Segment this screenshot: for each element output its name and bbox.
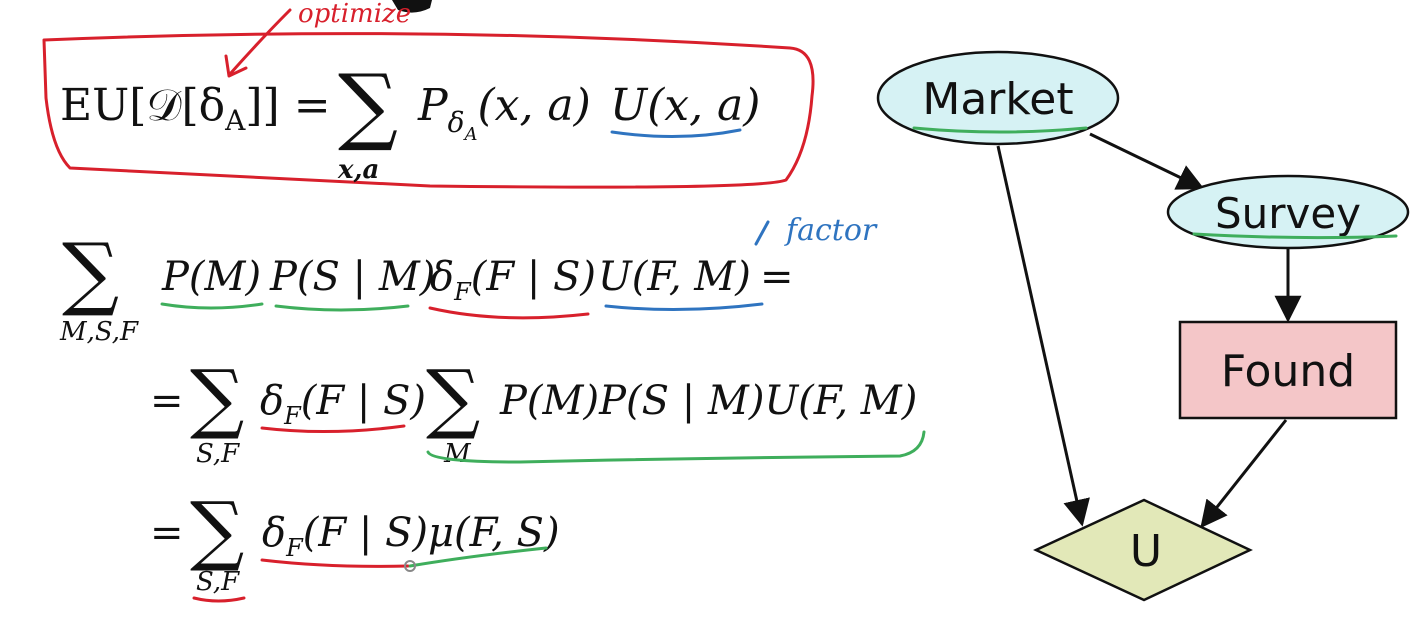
line1-term-u: U(F, M): [598, 254, 751, 300]
line1-sum-index: M,S,F: [59, 317, 139, 347]
line2-sum2-symbol: ∑: [426, 353, 480, 442]
line3-sum-symbol: ∑: [190, 485, 244, 574]
line2-delta-underline: [260, 424, 406, 434]
pen-cursor-icon: [404, 560, 416, 572]
factor-label: factor: [784, 213, 878, 248]
line3-delta-underline: [260, 558, 410, 568]
influence-diagram: Market Survey Found U: [876, 50, 1410, 602]
cropped-title-glyph: [392, 0, 432, 13]
eu-sum-index: x,a: [337, 155, 379, 185]
line3-index-underline: [192, 596, 246, 603]
optimize-arrow-icon: [228, 8, 292, 76]
line3-sum-index: S,F: [196, 567, 240, 597]
line2-sum1-index: S,F: [196, 439, 240, 469]
eu-lhs: EU[𝒟[δA]] =: [60, 80, 331, 137]
line3-equals: =: [150, 510, 184, 556]
edge-market-utility: [996, 145, 1090, 527]
edge-market-survey: [1089, 132, 1205, 190]
eu-prob-term: PδA(x, a): [417, 80, 591, 145]
edge-found-utility: [1200, 419, 1288, 529]
line2-equals: =: [150, 378, 184, 424]
node-market-label: Market: [922, 74, 1073, 125]
line2-sum1-symbol: ∑: [190, 353, 244, 442]
factor-annotation: factor: [754, 213, 878, 248]
line1-pm-underline: [160, 302, 264, 310]
line2-sum-bracket: [426, 430, 926, 464]
line2-term-delta: δF(F | S): [260, 378, 426, 430]
line1-term-psm: P(S | M): [269, 254, 435, 300]
line3-term-delta: δF(F | S): [262, 510, 428, 562]
eu-utility-term: U(x, a): [610, 80, 760, 131]
derivation-line-3: = ∑ S,F δF(F | S) μ(F, S): [150, 485, 560, 603]
line1-psm-underline: [274, 304, 410, 312]
optimize-annotation: optimize: [224, 0, 411, 78]
eu-equation-box: [42, 32, 815, 189]
line2-sum2-index: M: [443, 439, 472, 469]
eu-utility-underline: [610, 128, 742, 139]
optimize-label: optimize: [298, 0, 411, 29]
line2-term-rest: P(M)P(S | M)U(F, M): [499, 378, 917, 424]
line1-term-delta: δF(F | S): [430, 254, 596, 306]
eu-sum-symbol: ∑: [338, 56, 398, 154]
node-utility: U: [1033, 498, 1253, 602]
eu-equation: EU[𝒟[δA]] = ∑ x,a PδA(x, a) U(x, a): [60, 56, 760, 185]
node-found-label: Found: [1221, 346, 1355, 397]
node-found: Found: [1178, 320, 1398, 420]
node-utility-label: U: [1130, 526, 1162, 577]
line3-mu-underline: [408, 546, 548, 568]
line1-u-underline: [604, 302, 764, 312]
derivation-line-1: ∑ M,S,F P(M) P(S | M) δF(F | S) U(F, M) …: [59, 226, 794, 347]
node-survey: Survey: [1166, 174, 1410, 250]
line1-sum-symbol: ∑: [62, 226, 119, 319]
line1-delta-underline: [428, 306, 590, 320]
line1-equals: =: [760, 254, 794, 300]
derivation-line-2: = ∑ S,F δF(F | S) ∑ M P(M)P(S | M)U(F, M…: [150, 353, 926, 469]
node-survey-label: Survey: [1215, 189, 1361, 238]
line1-term-pm: P(M): [161, 254, 261, 300]
node-market: Market: [876, 50, 1120, 146]
